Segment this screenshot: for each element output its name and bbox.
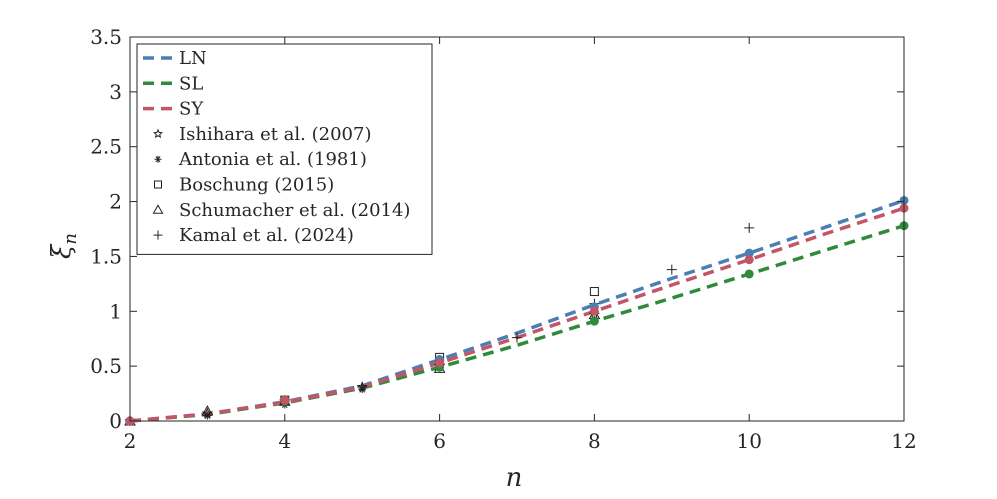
model-point-sy — [435, 358, 445, 368]
model-point-sy — [744, 255, 754, 265]
legend-label: Ishihara et al. (2007) — [179, 124, 371, 145]
y-tick-label: 2.5 — [90, 135, 122, 159]
legend-label: LN — [179, 48, 207, 69]
y-tick-label: 1 — [109, 299, 122, 323]
x-tick-label: 8 — [588, 429, 601, 453]
legend-box — [136, 43, 433, 255]
y-tick-label: 0.5 — [90, 354, 122, 378]
y-tick-label: 0 — [109, 409, 122, 433]
y-tick-label: 3 — [109, 80, 122, 104]
marker-plus — [666, 264, 677, 275]
marker-plus — [357, 381, 368, 392]
legend-label: SY — [179, 99, 204, 120]
model-point-sl — [744, 269, 754, 279]
x-tick-label: 12 — [891, 429, 916, 453]
legend-label: Schumacher et al. (2014) — [179, 200, 410, 221]
legend-label: Kamal et al. (2024) — [179, 225, 354, 246]
y-tick-label: 2 — [109, 190, 122, 214]
legend-marker-asterisk — [154, 155, 162, 163]
model-point-sy — [280, 395, 290, 405]
y-tick-label: 1.5 — [90, 244, 122, 268]
marker-triangle — [201, 405, 214, 416]
ticks: 2 4 6 8 10 12 0 0.5 1 1.5 2 2.5 3 3.5 — [90, 25, 917, 453]
model-point-sy — [589, 306, 599, 316]
marker-plus — [744, 222, 755, 233]
legend-marker-square — [154, 180, 162, 189]
model-point-ln — [744, 248, 754, 258]
legend-marker-star — [153, 128, 163, 139]
x-tick-label: 6 — [433, 429, 446, 453]
axes-box — [129, 36, 905, 422]
legend-marker-plus — [153, 230, 163, 240]
y-axis-label: ξn — [47, 233, 81, 259]
x-tick-label: 10 — [736, 429, 761, 453]
legend: LN SL SY Ishihara et al. (2007) Antonia et a… — [136, 43, 433, 255]
x-tick-label: 4 — [278, 429, 291, 453]
axes — [129, 36, 905, 422]
legend-label: Antonia et al. (1981) — [178, 149, 367, 170]
y-tick-label: 3.5 — [90, 25, 122, 49]
legend-label: Boschung (2015) — [179, 175, 334, 196]
model-point-sl — [589, 316, 599, 326]
legend-marker-triangle — [152, 204, 164, 214]
legend-label: SL — [179, 73, 203, 94]
x-tick-label: 2 — [124, 429, 137, 453]
x-axis-label: n — [506, 463, 523, 493]
marker-plus — [512, 332, 522, 343]
marker-square — [589, 287, 599, 297]
